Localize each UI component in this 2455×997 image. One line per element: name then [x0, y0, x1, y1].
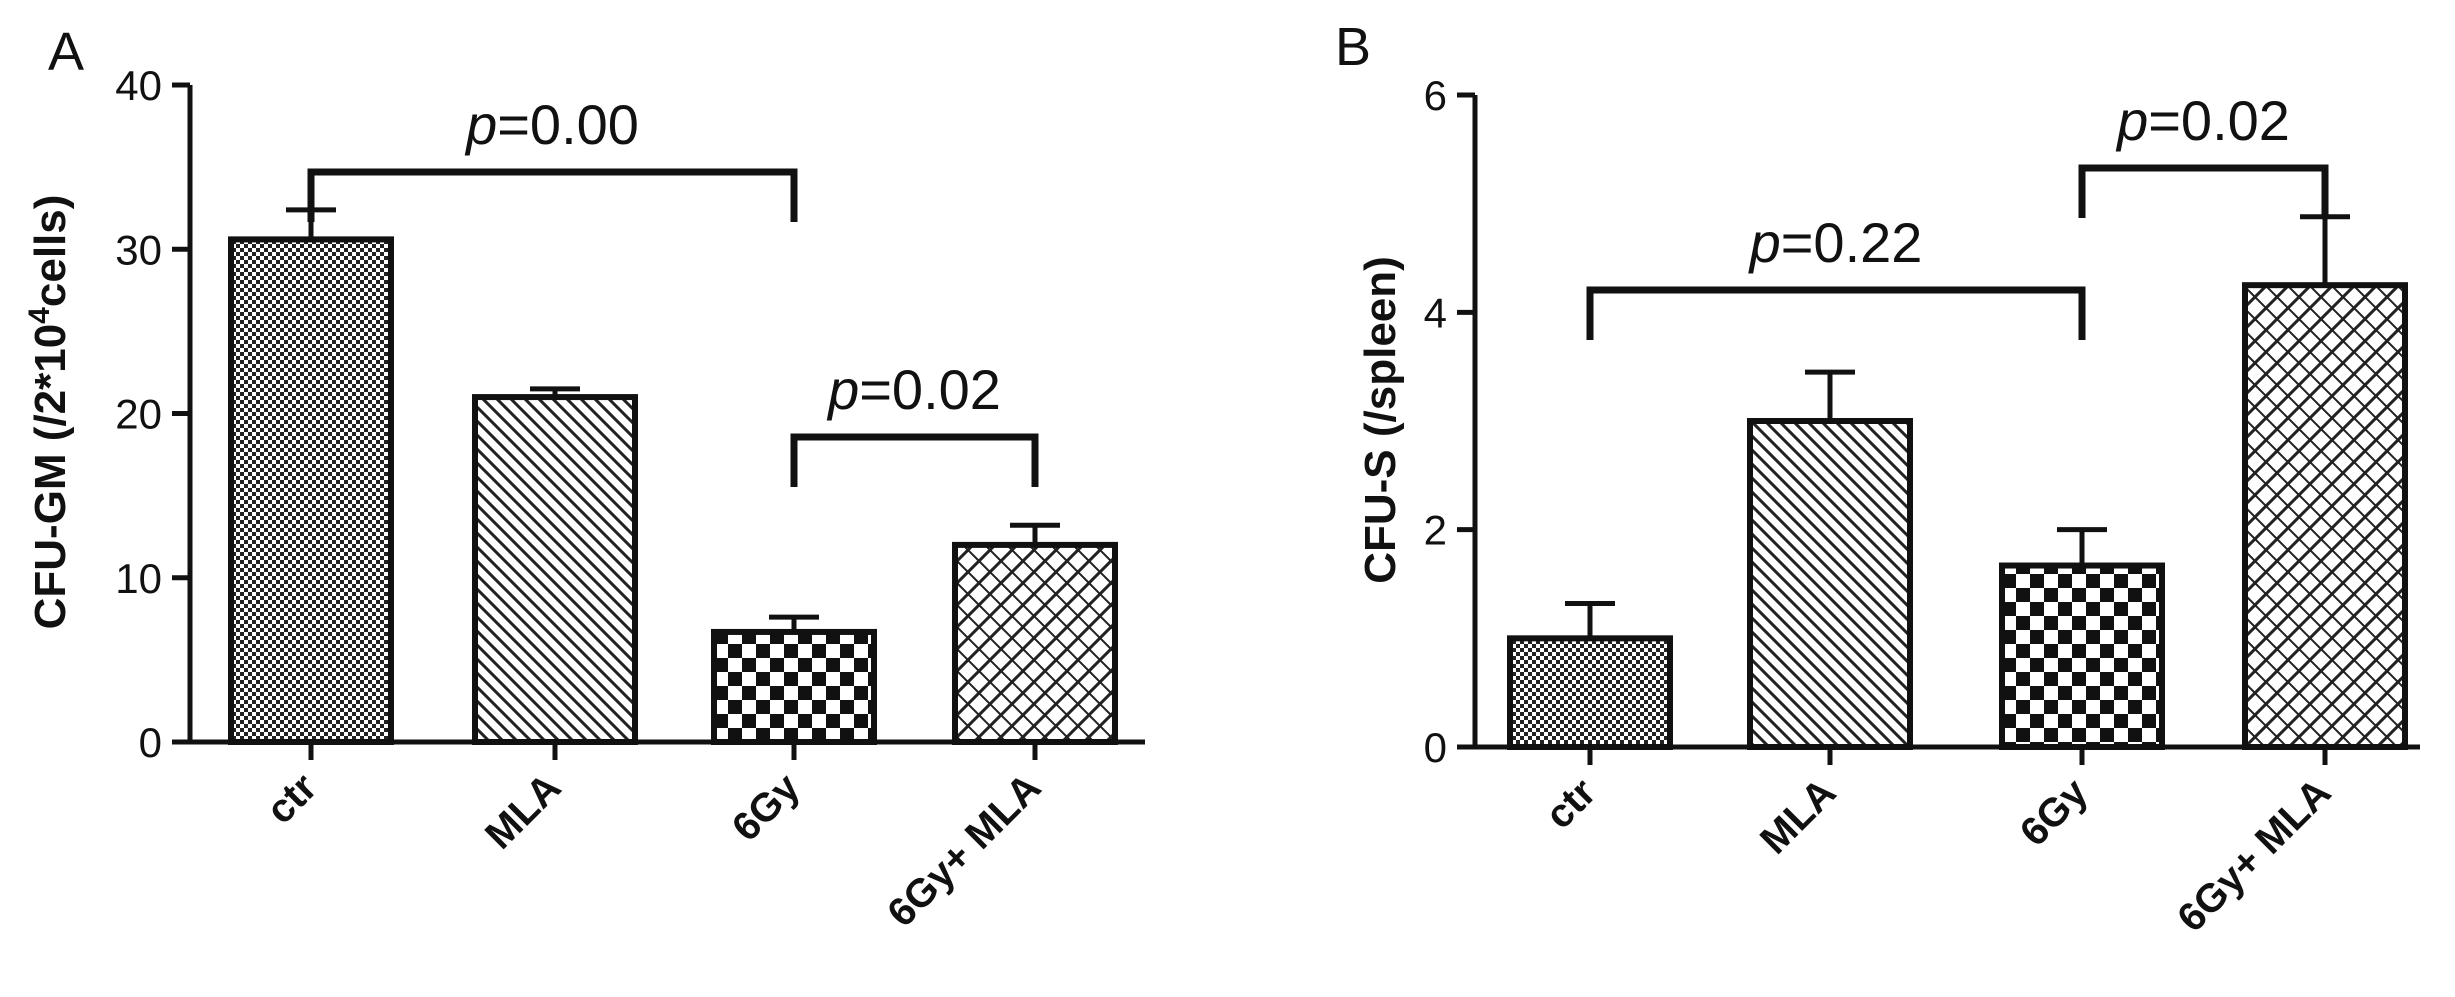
bar-ctr	[228, 236, 394, 746]
significance-bracket	[1586, 286, 2086, 340]
bar-6gy-mla	[952, 541, 1118, 746]
y-tick-label: 10	[115, 555, 162, 602]
y-axis-label: CFU-GM (/2*104cells)	[23, 195, 75, 630]
panel-letter: B	[1335, 17, 1371, 77]
y-tick-label: 2	[1424, 507, 1447, 554]
category-label: 6Gy+ MLA	[2169, 770, 2339, 940]
bar-ctr	[1507, 635, 1673, 750]
category-label: 6Gy	[2012, 770, 2097, 855]
y-tick-label: 30	[115, 226, 162, 273]
category-label: ctr	[1537, 770, 1604, 837]
category-label: MLA	[477, 765, 569, 857]
y-tick-label: 20	[115, 391, 162, 438]
bar-mla	[472, 394, 638, 745]
y-tick-label: 0	[1424, 724, 1447, 771]
bar-6gy	[1999, 562, 2165, 750]
bar-6gy	[711, 628, 877, 746]
p-value-label: p=0.22	[1748, 211, 1923, 274]
y-tick-label: 40	[115, 62, 162, 109]
panel-a: A CFU-GM (/2*104cells) 0 10 20 30 40 ctr MLA 6G…	[23, 22, 1145, 935]
significance-bracket	[790, 433, 1039, 487]
panel-letter: A	[48, 22, 84, 82]
p-value-label: p=0.02	[826, 358, 1001, 421]
category-label: MLA	[1752, 770, 1844, 862]
category-label: 6Gy	[724, 765, 809, 850]
significance-bracket	[2078, 164, 2329, 218]
y-tick-label: 0	[139, 719, 162, 766]
category-label: 6Gy+ MLA	[879, 765, 1049, 935]
y-axis-label: CFU-S (/spleen)	[1356, 256, 1405, 584]
y-tick-label: 6	[1424, 72, 1447, 119]
p-value-label: p=0.02	[2115, 89, 2290, 152]
y-tick-label: 4	[1424, 289, 1447, 336]
bar-6gy-mla	[2242, 282, 2408, 750]
bar-mla	[1747, 418, 1913, 750]
panel-b: B CFU-S (/spleen) 0 2 4 6 ctr MLA 6Gy 6Gy+ MLA p…	[1335, 17, 2420, 940]
category-label: ctr	[258, 765, 325, 832]
p-value-label: p=0.00	[464, 93, 639, 156]
significance-bracket	[307, 168, 798, 222]
